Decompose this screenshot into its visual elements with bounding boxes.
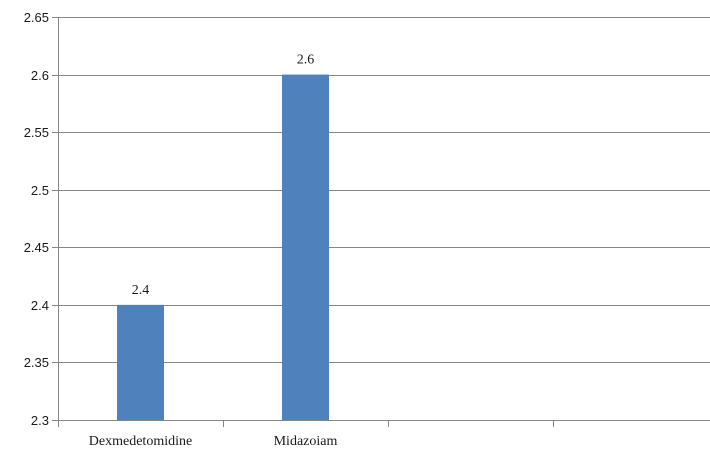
y-tick-label: 2.55 xyxy=(24,125,49,140)
category-label: Dexmedetomidine xyxy=(89,434,192,449)
labels: 2.3 2.35 2.4 2.45 2.5 2.55 2.6 2.65 2.4 Dexmedeto… xyxy=(24,10,338,449)
bar xyxy=(282,74,329,421)
y-tick-label: 2.6 xyxy=(31,68,49,83)
y-tick-label: 2.65 xyxy=(24,10,49,25)
y-tick-label: 2.4 xyxy=(31,298,49,313)
y-tick-label: 2.45 xyxy=(24,240,49,255)
gridlines xyxy=(58,17,710,363)
data-label: 2.4 xyxy=(132,283,150,298)
y-tick-label: 2.3 xyxy=(31,413,49,428)
bars xyxy=(117,74,329,421)
category-label: Midazoiam xyxy=(274,434,338,449)
data-label: 2.6 xyxy=(297,53,315,68)
axes xyxy=(52,17,710,427)
bar xyxy=(117,304,164,420)
y-tick-label: 2.5 xyxy=(31,183,49,198)
y-tick-label: 2.35 xyxy=(24,355,49,370)
